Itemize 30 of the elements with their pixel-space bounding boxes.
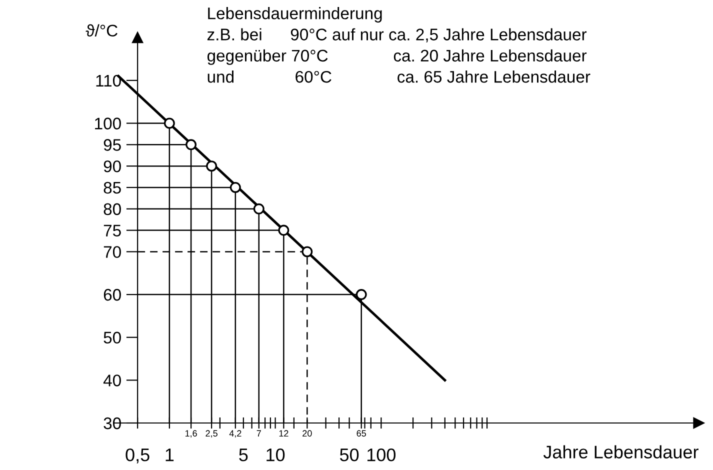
annotation: 1,6 <box>185 430 197 438</box>
annotation: 12 <box>279 430 288 436</box>
x-axis-title: Jahre Lebensdauer <box>543 445 698 458</box>
x-tick-label: 50 <box>340 448 359 462</box>
y-tick-label: 40 <box>103 374 121 386</box>
annotation: 2,5 <box>206 430 218 438</box>
x-tick-label: 10 <box>266 448 285 462</box>
x-tick-label: 1 <box>166 448 174 462</box>
annotation: 20 <box>302 430 312 437</box>
annotation: und 60°C ca. 65 Jahre Lebensdauer <box>208 70 590 83</box>
y-tick-label: 90 <box>104 160 121 172</box>
y-tick-label: 60 <box>104 288 121 301</box>
y-tick-label: 30 <box>104 417 121 430</box>
annotation: z.B. bei 90°C auf nur ca. 2,5 Jahre Lebensdauer <box>207 28 587 42</box>
y-tick-label: 75 <box>104 224 121 237</box>
x-tick-label: 5 <box>239 448 248 462</box>
x-tick-label: 0,5 <box>126 448 150 464</box>
text: Lebensdauerminderung <box>208 7 382 23</box>
annotation: 7 <box>256 430 261 436</box>
y-tick-label: 95 <box>104 139 121 151</box>
x-tick-label: 100 <box>367 448 396 462</box>
y-tick-label: 70 <box>104 246 121 258</box>
annotation: 65 <box>356 430 366 437</box>
y-axis-title: ϑ/°C <box>86 24 118 37</box>
annotation: 4,2 <box>229 430 242 438</box>
annotation: gegenüber 70°C ca. 20 Jahre Lebensdauer <box>207 49 587 65</box>
y-tick-label: 85 <box>104 182 121 194</box>
y-tick-label: 80 <box>104 203 121 216</box>
y-tick-label: 50 <box>104 332 121 344</box>
y-tick-label: 100 <box>95 118 121 130</box>
